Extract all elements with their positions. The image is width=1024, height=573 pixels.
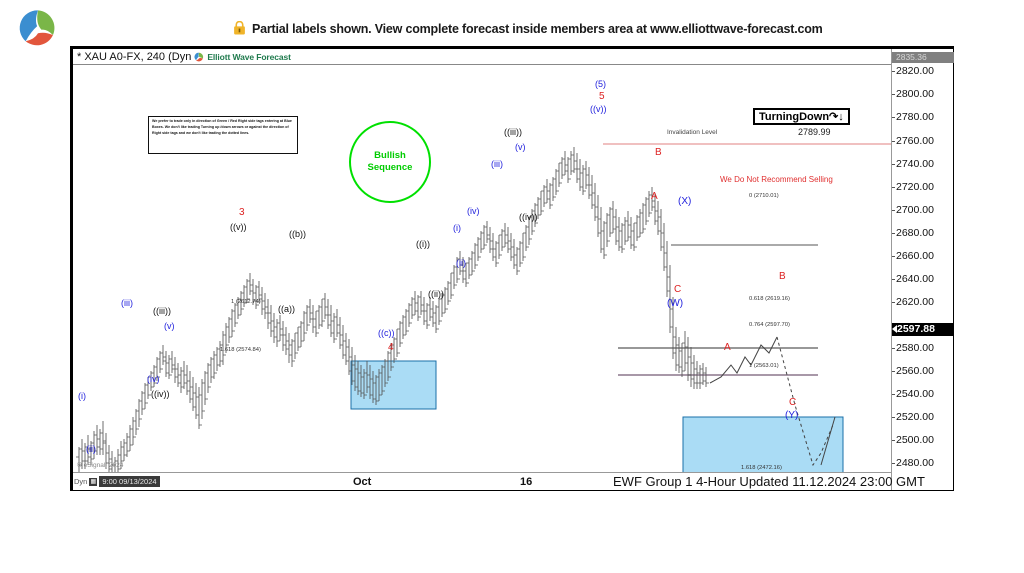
ohlc-bars [76, 147, 709, 472]
wave-label: (iv) [467, 206, 480, 216]
wave-label: B [779, 271, 786, 282]
elliottwave-logo-icon [19, 10, 55, 46]
chart-title-bar: * XAU A0-FX, 240 (Dyn Elliott Wave Forec… [73, 49, 891, 65]
price-tick: 2780.00 [892, 111, 934, 123]
time-tick: Oct [353, 476, 372, 488]
wave-label: (X) [678, 196, 692, 207]
wave-label: (W) [667, 298, 684, 309]
fib-level-label: 1.618 (2574.84) [220, 347, 261, 353]
esignal-copyright: © eSignal, 2024 [77, 462, 124, 469]
price-tick: 2580.00 [892, 342, 934, 354]
bullish-sequence-badge: Bullish Sequence [349, 121, 431, 203]
lock-icon [234, 21, 245, 35]
calendar-icon: ▦ [89, 477, 98, 486]
wave-label: 3 [239, 207, 245, 218]
wave-label: ((ii)) [428, 289, 444, 299]
wave-label: (iii) [491, 159, 503, 169]
wave-label: B [655, 147, 662, 158]
fib-level-label: 0 (2710.01) [749, 193, 779, 199]
fib-level-label: 0.764 (2597.70) [749, 322, 790, 328]
price-tick: 2800.00 [892, 88, 934, 100]
invalidation-level-value: 2789.99 [798, 127, 831, 137]
wave-label: (ii) [86, 444, 96, 454]
price-tick: 2480.00 [892, 457, 934, 469]
chart-inner: * XAU A0-FX, 240 (Dyn Elliott Wave Forec… [73, 49, 954, 490]
wave-label: ((v)) [590, 104, 607, 114]
plot-area[interactable]: We prefer to trade only in direction of … [73, 65, 891, 472]
dyn-label: Dyn [74, 477, 88, 486]
price-tick: 2520.00 [892, 411, 934, 423]
price-arrow-icon [892, 325, 897, 333]
price-tick: 2660.00 [892, 250, 934, 262]
wave-label: 5 [599, 91, 605, 102]
wave-label: ((iv)) [151, 389, 170, 399]
trading-disclaimer-box: We prefer to trade only in direction of … [148, 116, 298, 154]
wave-label: ((iii)) [504, 127, 522, 137]
price-tick: 2540.00 [892, 388, 934, 400]
fib-level-label: 1 (2612.74) [231, 299, 261, 305]
wave-label: (iv) [147, 374, 160, 384]
wave-label: C [674, 284, 682, 295]
dyn-cursor-box: Dyn ▦ 9:00 09/13/2024 [74, 475, 160, 488]
top-banner: Partial labels shown. View complete fore… [0, 0, 1024, 46]
wave-label: 4 [388, 342, 394, 353]
wave-label: A [724, 342, 731, 353]
cursor-date-label: 9:00 09/13/2024 [99, 476, 160, 487]
price-high-label: 2835.36 [892, 52, 954, 63]
current-price-value: 2597.88 [897, 323, 935, 335]
wave-label: ((v)) [230, 222, 247, 232]
wave4-blue-box [350, 360, 437, 410]
wave-label: ((iii)) [153, 306, 171, 316]
bullish-sequence-line1: Bullish [374, 150, 406, 162]
footer-update-note: EWF Group 1 4-Hour Updated 11.12.2024 23… [613, 474, 925, 489]
price-tick: 2700.00 [892, 204, 934, 216]
fib-level-label: 1 (2563.01) [749, 363, 779, 369]
target-blue-box [682, 416, 844, 472]
wave-label: ((c)) [378, 328, 395, 338]
price-tick: 2500.00 [892, 434, 934, 446]
chart-title: * XAU A0-FX, 240 (Dyn [77, 50, 192, 63]
wave-label: (i) [78, 391, 86, 401]
forecast-dashed-path [776, 336, 834, 467]
wave-label: (iii) [121, 298, 133, 308]
wave-label: A [651, 191, 658, 202]
wave-label: (v) [515, 142, 526, 152]
wave-label: ((i)) [416, 239, 430, 249]
price-axis[interactable]: 2835.36 2820.00 2800.00 2780.00 2760.00 2740… [891, 49, 954, 490]
price-tick: 2620.00 [892, 296, 934, 308]
price-tick: 2760.00 [892, 135, 934, 147]
price-tick: 2680.00 [892, 227, 934, 239]
price-tick: 2640.00 [892, 273, 934, 285]
wave-label: ((a)) [278, 304, 295, 314]
bullish-sequence-line2: Sequence [367, 162, 413, 173]
price-series-svg [76, 143, 891, 472]
wave-label: C [789, 397, 797, 408]
time-tick: 16 [520, 476, 533, 488]
turning-down-badge: TurningDown↷↓ [753, 108, 850, 125]
current-price-label: 2597.88 [892, 323, 954, 336]
wave-label: ((b)) [289, 229, 306, 239]
forecast-rise-path [820, 416, 836, 466]
fib-level-label: 1.618 (2472.16) [741, 465, 782, 471]
no-selling-note: We Do Not Recommend Selling [720, 175, 833, 184]
time-axis[interactable]: © eSignal, 2024 Dyn ▦ 9:00 09/13/2024 Oc… [73, 462, 925, 490]
banner-text: Partial labels shown. View complete fore… [252, 22, 823, 36]
chart-frame: * XAU A0-FX, 240 (Dyn Elliott Wave Forec… [70, 46, 954, 491]
wave-label: (5) [595, 79, 606, 89]
fib-level-label: 0.618 (2619.16) [749, 296, 790, 302]
wave-label: (ii) [456, 258, 466, 268]
price-tick: 2720.00 [892, 181, 934, 193]
elliottwave-brand-icon [194, 52, 204, 61]
forecast-path [709, 336, 778, 384]
chart-brand-label: Elliott Wave Forecast [207, 51, 291, 62]
wave-label: ((iv)) [519, 212, 538, 222]
wave-label: (i) [453, 223, 461, 233]
invalidation-level-label: Invalidation Level [667, 129, 718, 136]
price-tick: 2560.00 [892, 365, 934, 377]
price-tick: 2740.00 [892, 158, 934, 170]
wave-label: (Y) [785, 410, 799, 421]
price-tick: 2820.00 [892, 65, 934, 77]
wave-label: (v) [164, 321, 175, 331]
